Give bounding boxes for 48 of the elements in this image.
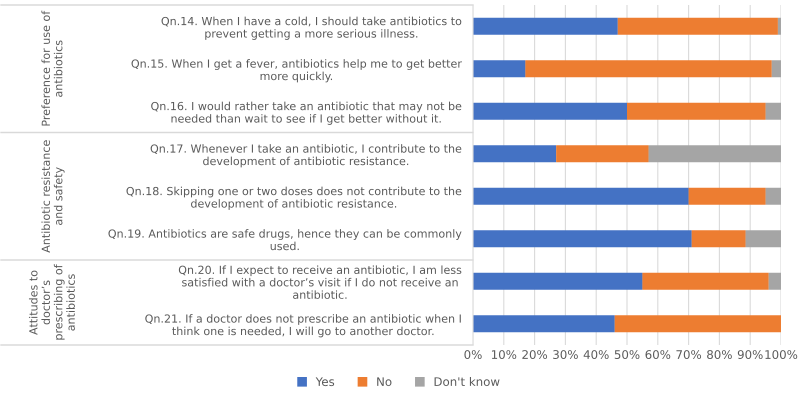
bar <box>473 102 627 120</box>
bar <box>642 272 769 290</box>
x-tick-label: 40% <box>584 350 609 359</box>
x-tick-label: 80% <box>707 350 732 359</box>
bar <box>473 18 618 35</box>
y-tick-label: Qn.14. When I have a cold, I should take antibiotics to prevent getting a more serious illness. <box>162 16 462 40</box>
bar <box>473 272 642 290</box>
x-tick-label: 60% <box>646 350 670 359</box>
y-tick-label: Qn.16. I would rather take an antibiotic that may not be needed than wait to see if I get better without it. <box>151 102 462 125</box>
bar <box>614 315 781 332</box>
bar <box>688 188 766 205</box>
x-tick-label: 100% <box>765 350 798 359</box>
y-tick-label: Qn.21. If a doctor does not prescribe an antibiotic when I think one is needed, I will go to another doctor. <box>145 314 461 338</box>
legend-label: Yes <box>316 377 334 386</box>
x-tick-label: 70% <box>676 350 702 359</box>
x-tick-label: 20% <box>522 350 548 359</box>
bar <box>648 145 781 162</box>
bar <box>473 60 526 78</box>
bar <box>772 60 781 78</box>
legend-label: No <box>377 377 392 386</box>
x-tick-label: 50% <box>614 350 640 359</box>
bar <box>627 102 766 120</box>
bar <box>473 230 692 248</box>
x-tick-label: 90% <box>738 350 763 359</box>
bar <box>525 60 772 78</box>
bar <box>778 18 781 35</box>
y-tick-label: Qn.15. When I get a fever, antibiotics help me to get better more quickly. <box>132 59 462 82</box>
bar <box>692 230 746 248</box>
bar <box>766 102 781 120</box>
bar <box>473 145 556 162</box>
x-tick-label: 0% <box>464 350 482 359</box>
bar <box>473 315 615 332</box>
bar <box>556 145 649 162</box>
y-tick-label: Qn.18. Skipping one or two doses does not contribute to the development of antibiotic resistance. <box>126 186 462 210</box>
y-tick-label: Qn.20. If I expect to receive an antibiotic, I am less satisfied with a doctor’s visit if I do not receive an antibiotic. <box>178 265 462 299</box>
x-tick-label: 30% <box>553 350 578 359</box>
bar <box>746 230 781 248</box>
y-tick-label: Qn.19. Antibiotics are safe drugs, hence they can be commonly used. <box>108 229 462 250</box>
bar <box>766 188 781 205</box>
text: Preference for use of antibiotics <box>41 10 62 126</box>
y-tick-label: Qn.17. Whenever I take an antibiotic, I contribute to the development of antibiotic resistance. <box>150 144 462 168</box>
text: Attitudes to doctor’s prescribing of antibiotics <box>28 264 75 340</box>
bar <box>618 18 778 35</box>
text: Antibiotic resistance and safety <box>41 140 65 253</box>
x-tick-label: 10% <box>492 350 516 359</box>
bar <box>768 272 781 290</box>
bar <box>473 188 689 205</box>
legend-label: Don't know <box>434 376 500 386</box>
